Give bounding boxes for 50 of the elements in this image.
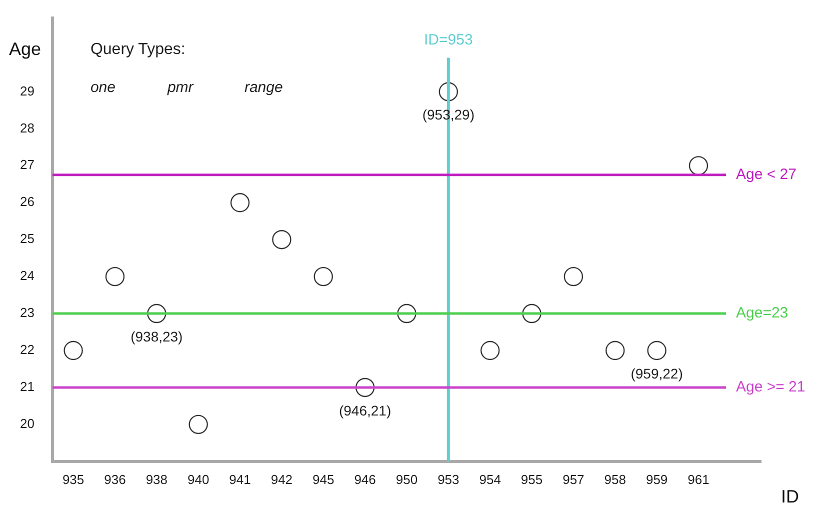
y-tick-label: 27 xyxy=(20,157,34,172)
y-tick-label: 26 xyxy=(20,194,34,210)
x-tick-label: 941 xyxy=(229,472,251,487)
y-tick-label: 29 xyxy=(20,83,34,98)
ref-line-label: Age=23 xyxy=(736,304,788,322)
point xyxy=(64,340,83,360)
x-tick-label: 961 xyxy=(688,472,710,487)
point xyxy=(647,340,666,360)
x-tick-label: 957 xyxy=(562,472,584,487)
ref-line-label: Age < 27 xyxy=(736,166,796,184)
x-tick-label: 950 xyxy=(396,472,418,487)
annotation: (946,21) xyxy=(338,402,392,418)
x-tick-label: 938 xyxy=(146,472,168,487)
y-tick-label: 22 xyxy=(20,342,34,358)
annotation: (959,22) xyxy=(630,365,683,382)
x-tick-label: 945 xyxy=(312,472,334,487)
annotation: pmr xyxy=(166,78,194,96)
point xyxy=(314,266,333,286)
y-tick-label: 28 xyxy=(20,120,34,136)
x-tick-label: 946 xyxy=(354,472,376,487)
ref-line-label: ID=953 xyxy=(424,31,473,48)
x-tick-label: 942 xyxy=(270,472,293,487)
y-tick-label: 20 xyxy=(20,416,34,432)
annotation: range xyxy=(244,78,283,96)
point xyxy=(480,340,500,360)
y-tick-label: 21 xyxy=(20,379,34,394)
point xyxy=(606,340,625,360)
x-tick-label: 954 xyxy=(479,472,501,487)
y-axis-title: Age xyxy=(8,38,42,59)
x-tick-label: 959 xyxy=(646,472,668,487)
annotation: (938,23) xyxy=(130,328,183,344)
x-tick-label: 953 xyxy=(438,472,460,487)
annotation: Query Types: xyxy=(90,41,186,58)
point xyxy=(230,193,250,212)
x-axis-title: ID xyxy=(781,486,799,506)
point xyxy=(564,266,584,286)
x-tick-label: 940 xyxy=(187,472,210,487)
point xyxy=(272,230,292,250)
x-tick-label: 936 xyxy=(104,472,126,487)
ref-line-label: Age >= 21 xyxy=(736,378,806,396)
x-tick-label: 958 xyxy=(604,472,626,487)
annotation: one xyxy=(90,78,116,96)
y-tick-label: 25 xyxy=(20,231,34,246)
y-tick-label: 24 xyxy=(20,268,34,284)
point xyxy=(688,156,708,176)
y-tick-label: 23 xyxy=(20,305,34,320)
point xyxy=(188,414,208,434)
x-tick-label: 935 xyxy=(62,472,84,487)
point xyxy=(105,266,125,286)
x-tick-label: 955 xyxy=(520,472,543,487)
